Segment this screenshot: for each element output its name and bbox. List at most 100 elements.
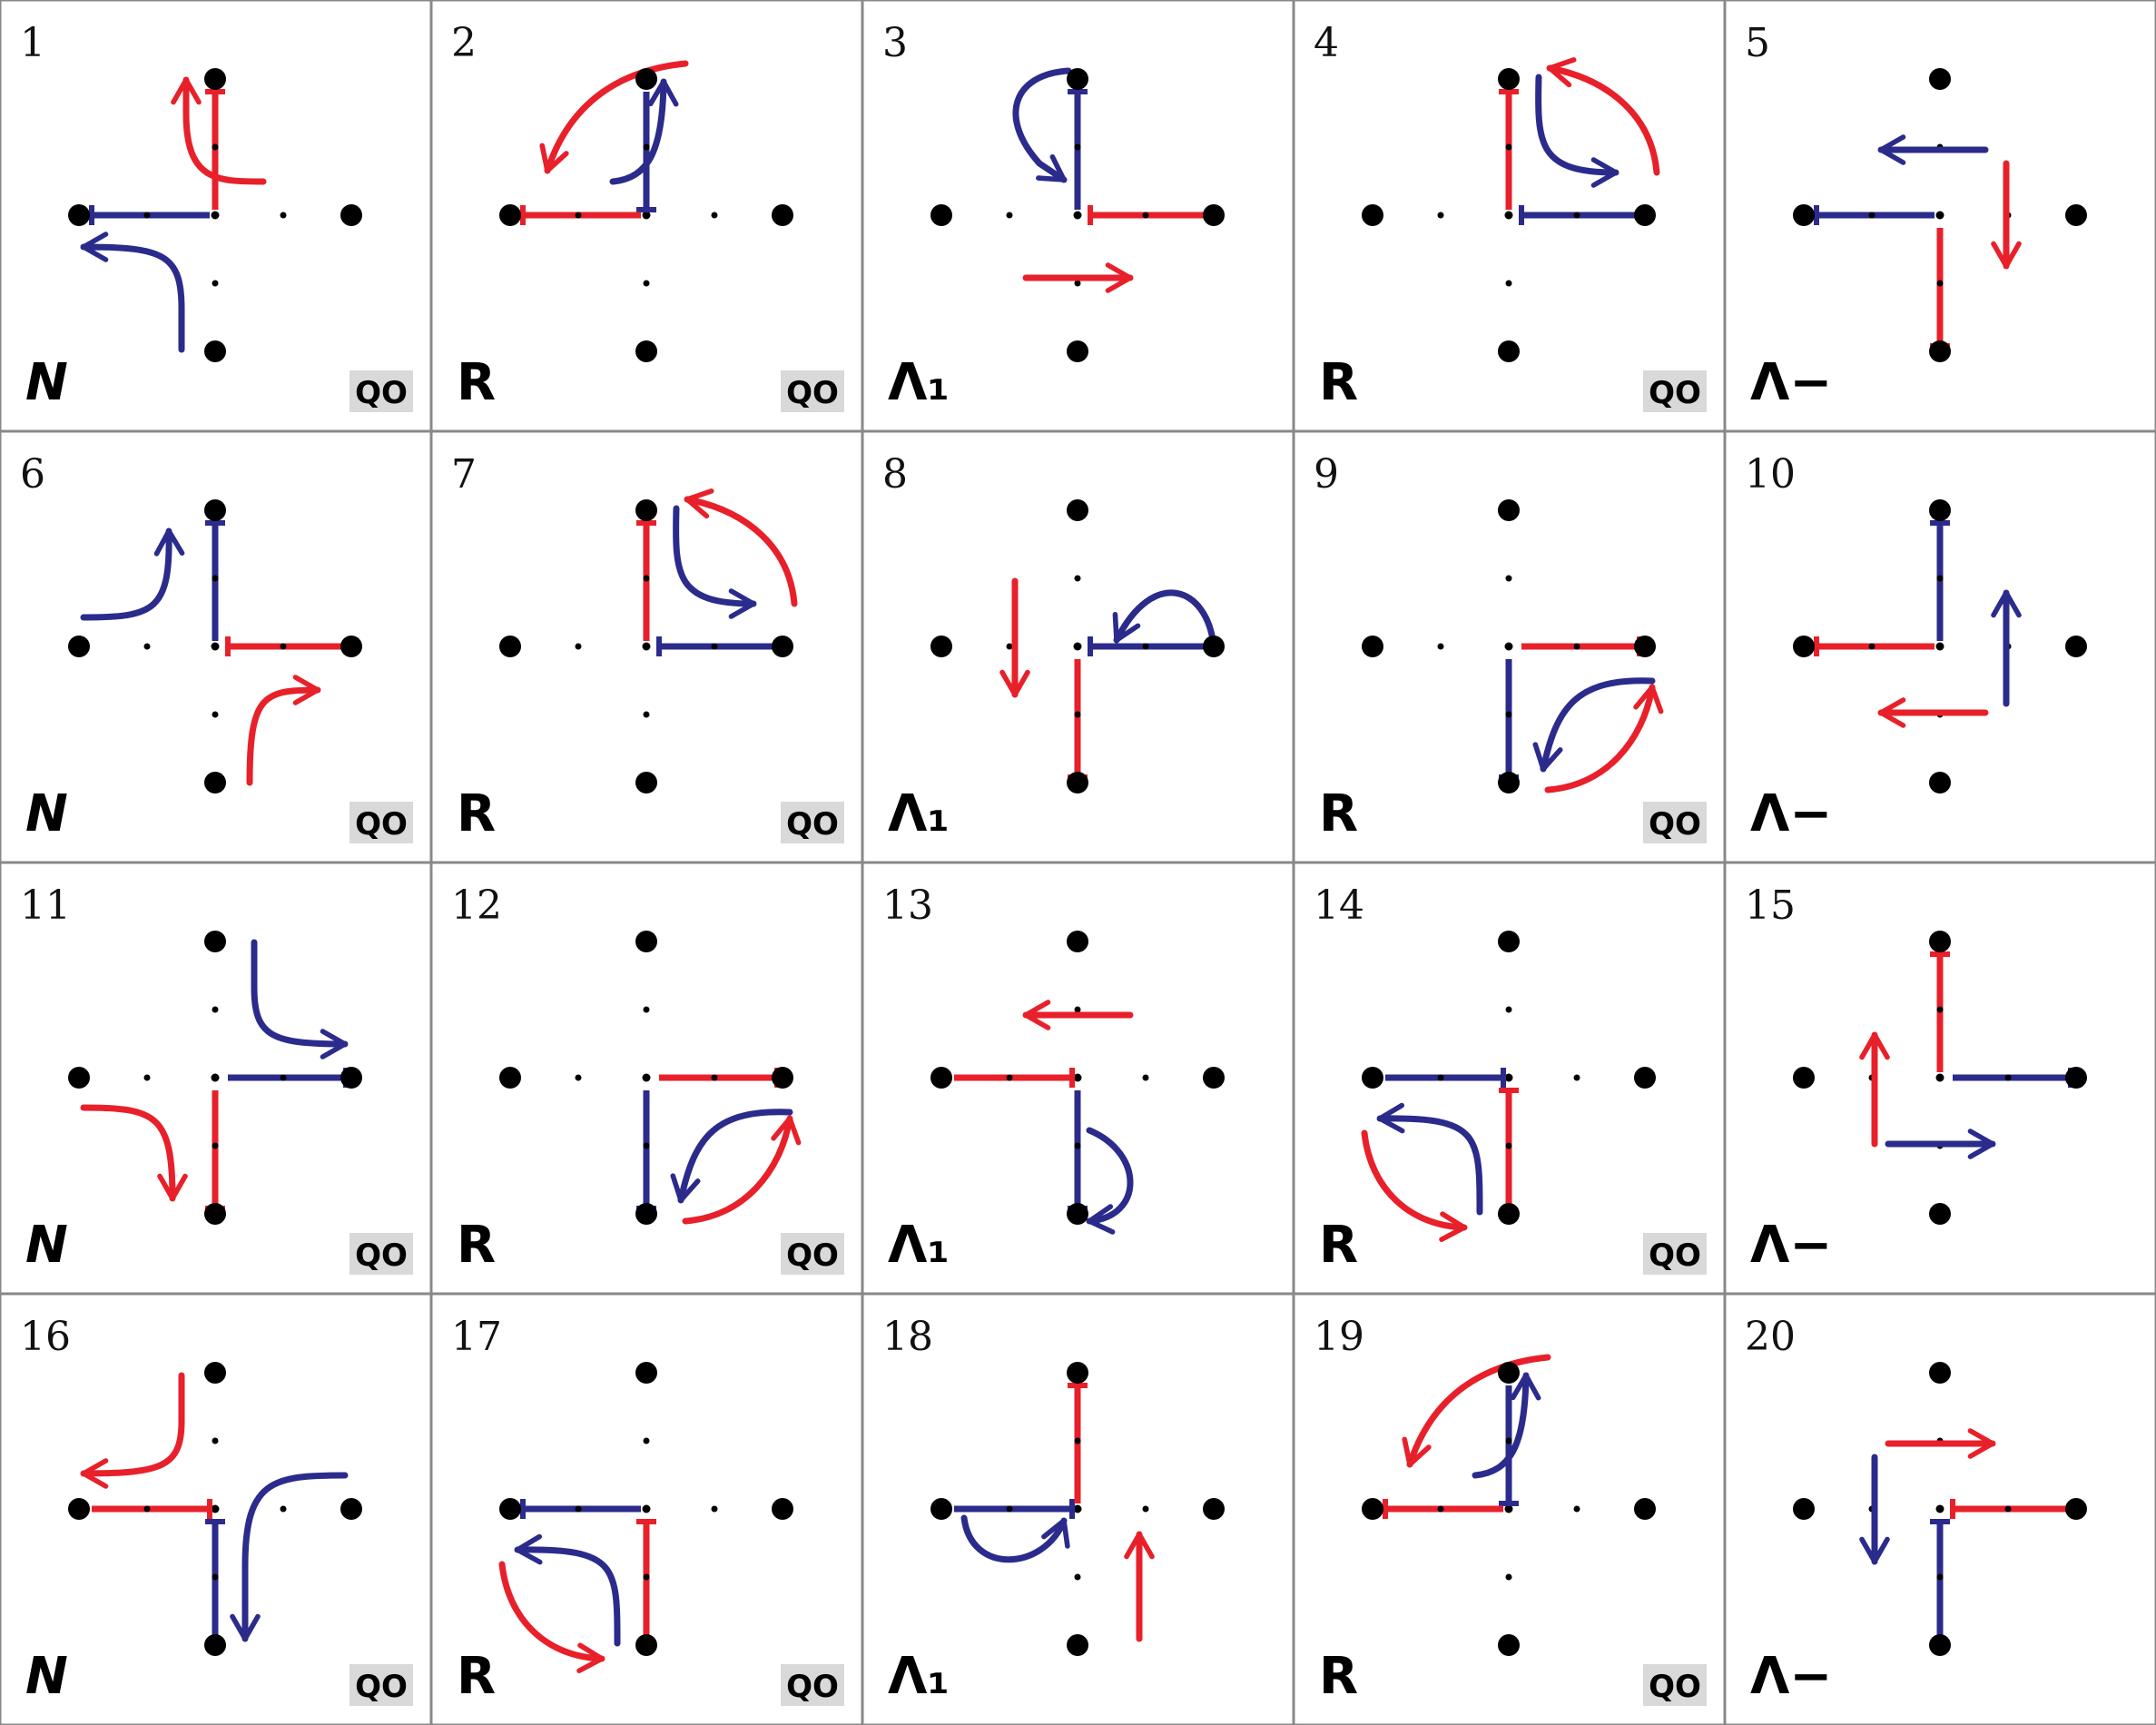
center-dot bbox=[642, 642, 651, 651]
arrow-red bbox=[684, 488, 798, 607]
class-label: Λ₁ bbox=[888, 1647, 950, 1706]
node-s bbox=[635, 1634, 657, 1656]
center-dot bbox=[1504, 642, 1513, 651]
arrow-blue bbox=[1112, 589, 1217, 650]
panel-number: 2 bbox=[451, 20, 477, 66]
qo-badge-text: QO bbox=[1649, 1237, 1701, 1274]
lattice-midpoint bbox=[212, 1006, 219, 1013]
class-label: R bbox=[1319, 353, 1358, 412]
node-s bbox=[1498, 1634, 1520, 1656]
arrow-blue bbox=[1535, 74, 1619, 188]
panel-number: 3 bbox=[882, 20, 908, 66]
arrow-red bbox=[1361, 1129, 1468, 1242]
center-dot bbox=[211, 1073, 220, 1082]
qo-badge-text: QO bbox=[786, 1669, 839, 1705]
arrow-red bbox=[246, 675, 321, 786]
arrow-blue bbox=[673, 505, 757, 619]
arrow-red bbox=[80, 1372, 185, 1489]
node-e bbox=[340, 204, 362, 226]
qo-badge: QO bbox=[349, 802, 413, 843]
class-label: Λ₁ bbox=[888, 784, 950, 843]
segment-midpoint bbox=[711, 643, 718, 650]
node-n bbox=[635, 931, 657, 952]
center-dot bbox=[1935, 642, 1944, 651]
segment-midpoint bbox=[1437, 1505, 1444, 1513]
segment-midpoint bbox=[1074, 143, 1081, 151]
qo-badge: QO bbox=[1643, 802, 1707, 843]
segment-midpoint bbox=[1074, 1142, 1081, 1149]
node-e bbox=[772, 636, 793, 657]
center-dot bbox=[1935, 1073, 1944, 1082]
class-label: N bbox=[25, 1647, 68, 1706]
lattice-midpoint bbox=[1573, 1505, 1580, 1513]
lattice-midpoint bbox=[1006, 212, 1013, 219]
qo-badge-text: QO bbox=[786, 375, 839, 411]
node-s bbox=[1067, 1634, 1088, 1656]
qo-badge-text: QO bbox=[786, 1237, 839, 1274]
segment-midpoint bbox=[1573, 212, 1580, 219]
node-w bbox=[68, 1498, 90, 1520]
node-w bbox=[499, 204, 521, 226]
node-w bbox=[68, 1067, 90, 1089]
node-e bbox=[1634, 204, 1656, 226]
arrow-blue bbox=[1012, 67, 1072, 183]
node-n bbox=[635, 499, 657, 521]
node-w bbox=[68, 636, 90, 657]
lattice-midpoint bbox=[1074, 280, 1081, 287]
node-w bbox=[499, 1498, 521, 1520]
arrow-blue bbox=[1376, 1102, 1483, 1216]
segment-midpoint bbox=[1505, 1437, 1512, 1444]
class-label: R bbox=[1319, 784, 1358, 843]
center-dot bbox=[642, 1073, 651, 1082]
node-e bbox=[1203, 1067, 1225, 1089]
node-n bbox=[204, 68, 226, 90]
panel-15: 15 Λ− bbox=[1724, 862, 2156, 1295]
panel-9: 9 R QO bbox=[1293, 430, 1726, 863]
qo-badge-text: QO bbox=[1649, 1669, 1701, 1705]
segment-midpoint bbox=[143, 212, 151, 219]
lattice-midpoint bbox=[643, 711, 650, 718]
segment-midpoint bbox=[575, 212, 582, 219]
center-dot bbox=[211, 642, 220, 651]
node-s bbox=[635, 340, 657, 362]
lattice-midpoint bbox=[1006, 643, 1013, 650]
class-label: Λ₁ bbox=[888, 1216, 950, 1275]
qo-badge: QO bbox=[349, 1664, 413, 1706]
segment-midpoint bbox=[1505, 1142, 1512, 1149]
node-n bbox=[204, 931, 226, 952]
qo-badge-text: QO bbox=[1649, 375, 1701, 411]
panel-number: 14 bbox=[1314, 882, 1364, 929]
class-label: R bbox=[1319, 1216, 1358, 1275]
node-s bbox=[635, 772, 657, 794]
center-dot bbox=[1504, 211, 1513, 220]
node-e bbox=[340, 1498, 362, 1520]
lattice-midpoint bbox=[643, 280, 650, 287]
panel-10: 10 Λ− bbox=[1724, 430, 2156, 863]
lattice-midpoint bbox=[1142, 1505, 1149, 1513]
node-n bbox=[1498, 1362, 1520, 1384]
panel-number: 12 bbox=[451, 882, 502, 929]
panel-number: 16 bbox=[20, 1314, 71, 1360]
node-e bbox=[1634, 636, 1656, 657]
node-w bbox=[930, 204, 952, 226]
lattice-midpoint bbox=[1074, 1573, 1081, 1581]
panel-number: 18 bbox=[882, 1314, 933, 1360]
node-s bbox=[1929, 1203, 1951, 1225]
qo-badge: QO bbox=[1643, 370, 1707, 412]
segment-midpoint bbox=[1505, 711, 1512, 718]
class-label: N bbox=[25, 1216, 68, 1275]
node-e bbox=[1634, 1498, 1656, 1520]
arrow-blue bbox=[960, 1514, 1070, 1563]
lattice-midpoint bbox=[1505, 1573, 1512, 1581]
arrow-red bbox=[1544, 684, 1664, 794]
center-dot bbox=[1073, 1504, 1082, 1513]
node-e bbox=[2065, 204, 2087, 226]
segment-midpoint bbox=[1936, 280, 1944, 287]
arrow-blue bbox=[1532, 677, 1656, 773]
qo-badge-text: QO bbox=[355, 1669, 408, 1705]
panel-number: 19 bbox=[1314, 1314, 1364, 1360]
segment-midpoint bbox=[711, 1074, 718, 1081]
node-e bbox=[1203, 636, 1225, 657]
node-w bbox=[1362, 204, 1383, 226]
